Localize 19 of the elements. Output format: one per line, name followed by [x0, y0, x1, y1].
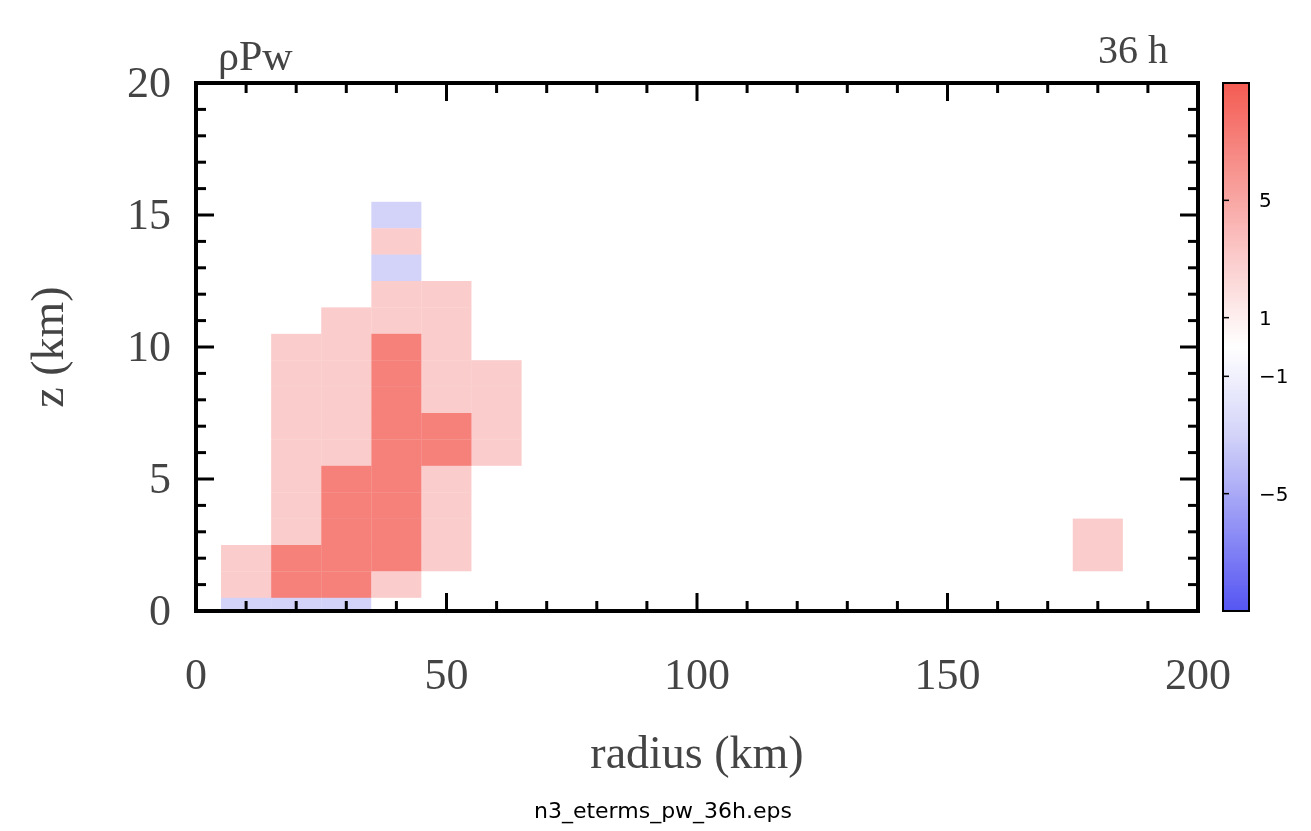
y-tick-label: 20 — [127, 58, 171, 107]
x-tick-label: 200 — [1165, 650, 1231, 699]
x-tick-label: 50 — [424, 650, 469, 699]
y-tick-label: 10 — [127, 322, 171, 371]
color-bar-label: −1 — [1259, 364, 1289, 389]
x-tick-label: 100 — [664, 650, 730, 699]
y-tick-label: 5 — [149, 454, 171, 503]
x-axis-title: radius (km) — [590, 727, 804, 778]
color-bar-label: 5 — [1259, 188, 1272, 213]
text: n3_eterms_pw_36h.eps — [533, 798, 793, 824]
y-tick-label: 15 — [127, 190, 171, 239]
y-axis-title: z (km) — [22, 286, 73, 408]
color-bar-label: −5 — [1259, 481, 1289, 506]
x-tick-label: 150 — [914, 650, 981, 699]
chart-title: ρPw — [218, 33, 294, 79]
color-bar-label: 1 — [1259, 305, 1272, 330]
chart-subtitle: 36 h — [1098, 27, 1168, 72]
y-tick-label: 0 — [149, 586, 171, 635]
x-tick-label: 0 — [185, 650, 207, 699]
